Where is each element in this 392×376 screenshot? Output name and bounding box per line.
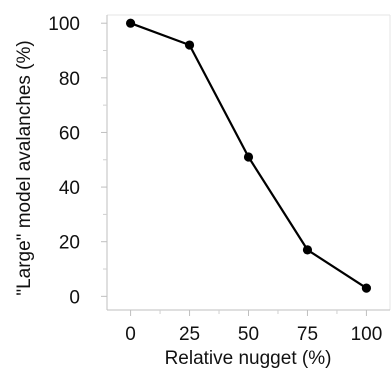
axes — [106, 14, 391, 311]
x-axis-label: Relative nugget (%) — [165, 348, 332, 369]
x-tick-label: 50 — [238, 324, 259, 345]
ticks: 0 20 40 60 80 100 0 25 50 75 100 — [48, 14, 382, 345]
data-point — [125, 18, 136, 28]
x-tick-label: 25 — [179, 324, 200, 345]
series — [125, 18, 372, 293]
x-tick-label: 75 — [297, 324, 318, 345]
y-tick-label: 40 — [59, 178, 80, 199]
y-tick-label: 100 — [48, 14, 80, 35]
x-tick-label: 0 — [125, 324, 136, 345]
y-tick-label: 60 — [59, 123, 80, 144]
data-point — [302, 245, 313, 255]
data-point — [243, 152, 254, 162]
y-tick-label: 20 — [59, 233, 80, 254]
data-point — [184, 40, 195, 50]
y-tick-label: 0 — [69, 287, 80, 308]
y-axis-label: "Large" model avalanches (%) — [14, 40, 35, 295]
y-tick-label: 80 — [59, 69, 80, 90]
x-tick-label: 100 — [351, 324, 383, 345]
data-point — [361, 283, 372, 293]
